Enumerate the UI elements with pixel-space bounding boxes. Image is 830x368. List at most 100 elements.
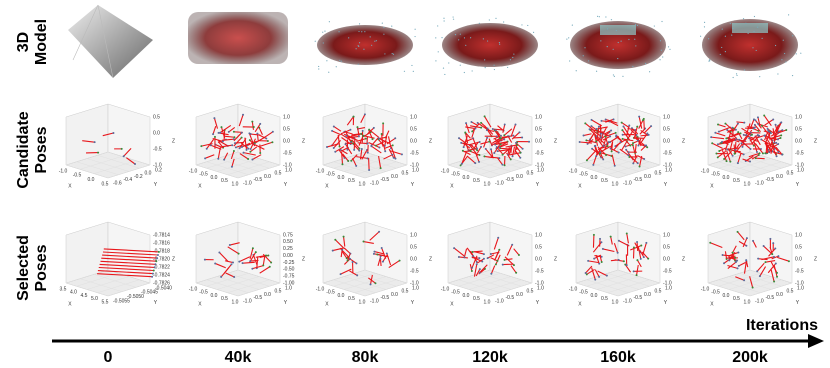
pose-tip	[476, 149, 479, 152]
pose-arrow	[613, 141, 621, 151]
pose-arrow	[389, 150, 403, 155]
model-speck	[363, 48, 365, 50]
column-label: 80k	[352, 349, 379, 366]
model-speck	[443, 17, 445, 19]
pose-tip	[240, 146, 243, 149]
pose-arrow	[585, 265, 593, 274]
axis-name: Y	[664, 300, 668, 306]
axis-name: X	[68, 183, 72, 189]
model-speck	[335, 66, 337, 68]
pose-arrow	[215, 144, 224, 149]
pose-tip	[756, 116, 759, 119]
axis-name: Z	[554, 256, 557, 262]
z-tick-label: 0.0	[535, 256, 542, 262]
pose-tip	[621, 129, 624, 132]
pose-tip	[247, 157, 250, 160]
pose-arrow	[483, 137, 488, 148]
pose-tip	[511, 243, 514, 246]
pose-arrow	[363, 131, 371, 138]
pose-tip	[490, 148, 493, 151]
pose-tip	[780, 134, 783, 137]
pose-tip	[344, 143, 347, 146]
pose-arrow	[497, 157, 503, 165]
pose-arrow	[386, 137, 396, 145]
model-speck	[448, 62, 450, 64]
pose-tip	[754, 157, 757, 160]
pose-arrow	[755, 157, 765, 160]
pose-tip	[120, 147, 123, 150]
pose-arrow	[466, 155, 476, 164]
grid-line	[76, 273, 119, 287]
axis-name: X	[450, 301, 454, 307]
pose-arrow	[627, 127, 636, 131]
pose-tip	[249, 147, 252, 150]
pose-arrow	[335, 146, 345, 153]
model-render	[435, 16, 538, 76]
pose-arrow	[249, 248, 254, 259]
pose-tip	[153, 266, 156, 269]
pose-arrow	[488, 138, 493, 146]
pose-arrow	[769, 247, 773, 255]
pose-tip	[610, 129, 613, 132]
model-speck	[361, 31, 363, 33]
grid-line	[227, 273, 270, 287]
x-tick-label: -1.0	[189, 168, 198, 174]
pose-tip	[362, 240, 365, 243]
model-speck	[495, 17, 497, 19]
model-speck	[328, 71, 330, 73]
pose-tip	[725, 160, 728, 163]
model-speck	[454, 34, 457, 36]
model-speck	[314, 40, 316, 42]
x-tick-label: 0.5	[733, 296, 740, 302]
pose-arrow	[643, 118, 645, 131]
axis-name: Y	[154, 300, 158, 306]
pose-tip	[777, 130, 780, 133]
pose-arrow	[368, 129, 374, 140]
x-tick-label: -1.0	[316, 286, 325, 292]
x-tick-label: -1.0	[569, 168, 578, 174]
pose-arrow	[768, 145, 775, 153]
pose-arrow	[369, 231, 380, 241]
pose-tip	[605, 274, 608, 277]
pose-plot: -1.0-0.50.00.51.0 -1.0-0.50.00.51.01.00.5…	[441, 103, 557, 189]
pose-tip	[353, 148, 356, 151]
pose-tip	[217, 131, 220, 134]
model-speck	[588, 60, 590, 62]
model-speck	[659, 59, 661, 61]
grid-line	[322, 164, 366, 179]
model-speck	[532, 31, 535, 33]
pose-tip	[773, 255, 776, 258]
grid-line	[718, 161, 761, 175]
pose-tip	[516, 143, 519, 146]
pose-arrow	[464, 132, 471, 139]
model-speck	[659, 40, 662, 42]
model-speck	[383, 26, 385, 29]
pose-arrow	[754, 136, 761, 146]
x-tick-label: -0.5	[711, 172, 720, 178]
model-speck	[628, 38, 630, 41]
pose-tip	[259, 151, 262, 154]
model-speck	[752, 47, 754, 49]
x-tick-label: 0.0	[463, 175, 470, 181]
pose-arrow	[357, 126, 366, 130]
x-tick-label: 0.5	[601, 178, 608, 184]
pose-arrow	[588, 260, 600, 264]
pose-arrow	[745, 260, 749, 268]
grid-line	[586, 279, 629, 293]
y-tick-label: -1.0	[755, 180, 764, 186]
pose-arrow	[388, 260, 400, 269]
axis-name: X	[710, 183, 714, 189]
axis-name: Y	[536, 300, 540, 306]
pose-tip	[519, 151, 522, 154]
model-speck	[392, 53, 395, 55]
z-tick-label: -0.5	[795, 150, 804, 156]
pose-arrow	[377, 253, 389, 258]
pose-tip	[400, 153, 403, 156]
pose-arrow	[204, 154, 215, 159]
pose-arrow	[619, 148, 629, 156]
pose-tip	[639, 257, 642, 260]
pose-tip	[233, 275, 236, 278]
y-tick-label: 1.0	[537, 285, 544, 291]
pose-tip	[514, 123, 517, 126]
axis-name: X	[710, 301, 714, 307]
